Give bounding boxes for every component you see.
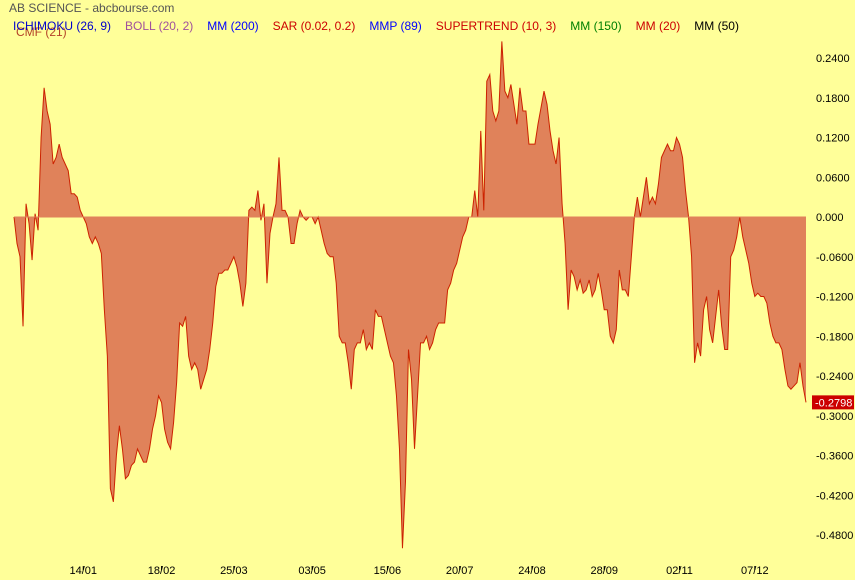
y-tick-label: 0.000 xyxy=(816,212,844,224)
legend-item: MM (20) xyxy=(635,19,681,33)
y-tick-label: -0.1800 xyxy=(816,331,853,343)
x-tick-label: 18/02 xyxy=(148,565,176,577)
legend-item: SAR (0.02, 0.2) xyxy=(272,19,356,33)
x-tick-label: 15/06 xyxy=(374,565,402,577)
legend-item: MM (150) xyxy=(570,19,622,33)
indicator-label: CMF (21) xyxy=(16,25,67,39)
y-tick-label: -0.4200 xyxy=(816,490,853,502)
x-tick-label: 20/07 xyxy=(446,565,474,577)
x-tick-label: 14/01 xyxy=(69,565,97,577)
legend-item: ICHIMOKU (26, 9) xyxy=(13,19,112,33)
x-tick-label: 07/12 xyxy=(741,565,769,577)
y-tick-label: -0.1200 xyxy=(816,292,853,304)
y-tick-label: -0.2400 xyxy=(816,371,853,383)
indicator-legend: ICHIMOKU (26, 9) BOLL (20, 2) MM (200) SAR … xyxy=(13,19,753,33)
y-tick-label: 0.1800 xyxy=(816,93,850,105)
x-tick-label: 25/03 xyxy=(220,565,248,577)
legend-item: BOLL (20, 2) xyxy=(125,19,194,33)
last-value-badge xyxy=(812,395,854,410)
x-tick-label: 24/08 xyxy=(518,565,546,577)
legend-item: MMP (89) xyxy=(369,19,422,33)
y-tick-label: 0.0600 xyxy=(816,172,850,184)
cmf-line xyxy=(13,41,807,549)
y-tick-label: -0.0600 xyxy=(816,252,853,264)
y-tick-label: 0.2400 xyxy=(816,53,850,65)
legend-item: MM (200) xyxy=(207,19,259,33)
legend-item: MM (50) xyxy=(694,19,739,33)
chart-title: AB SCIENCE - abcbourse.com xyxy=(9,1,175,15)
y-tick-label: -0.4800 xyxy=(816,530,853,542)
cmf-area xyxy=(14,41,806,549)
y-tick-label: -0.3600 xyxy=(816,451,853,463)
x-tick-label: 02/11 xyxy=(666,565,693,577)
x-tick-label: 03/05 xyxy=(298,565,326,577)
x-tick-label: 28/09 xyxy=(590,565,618,577)
legend-item: SUPERTREND (10, 3) xyxy=(435,19,557,33)
last-value-label: -0.2798 xyxy=(815,397,852,409)
y-tick-label: -0.3000 xyxy=(816,411,853,423)
y-tick-label: 0.1200 xyxy=(816,133,850,145)
